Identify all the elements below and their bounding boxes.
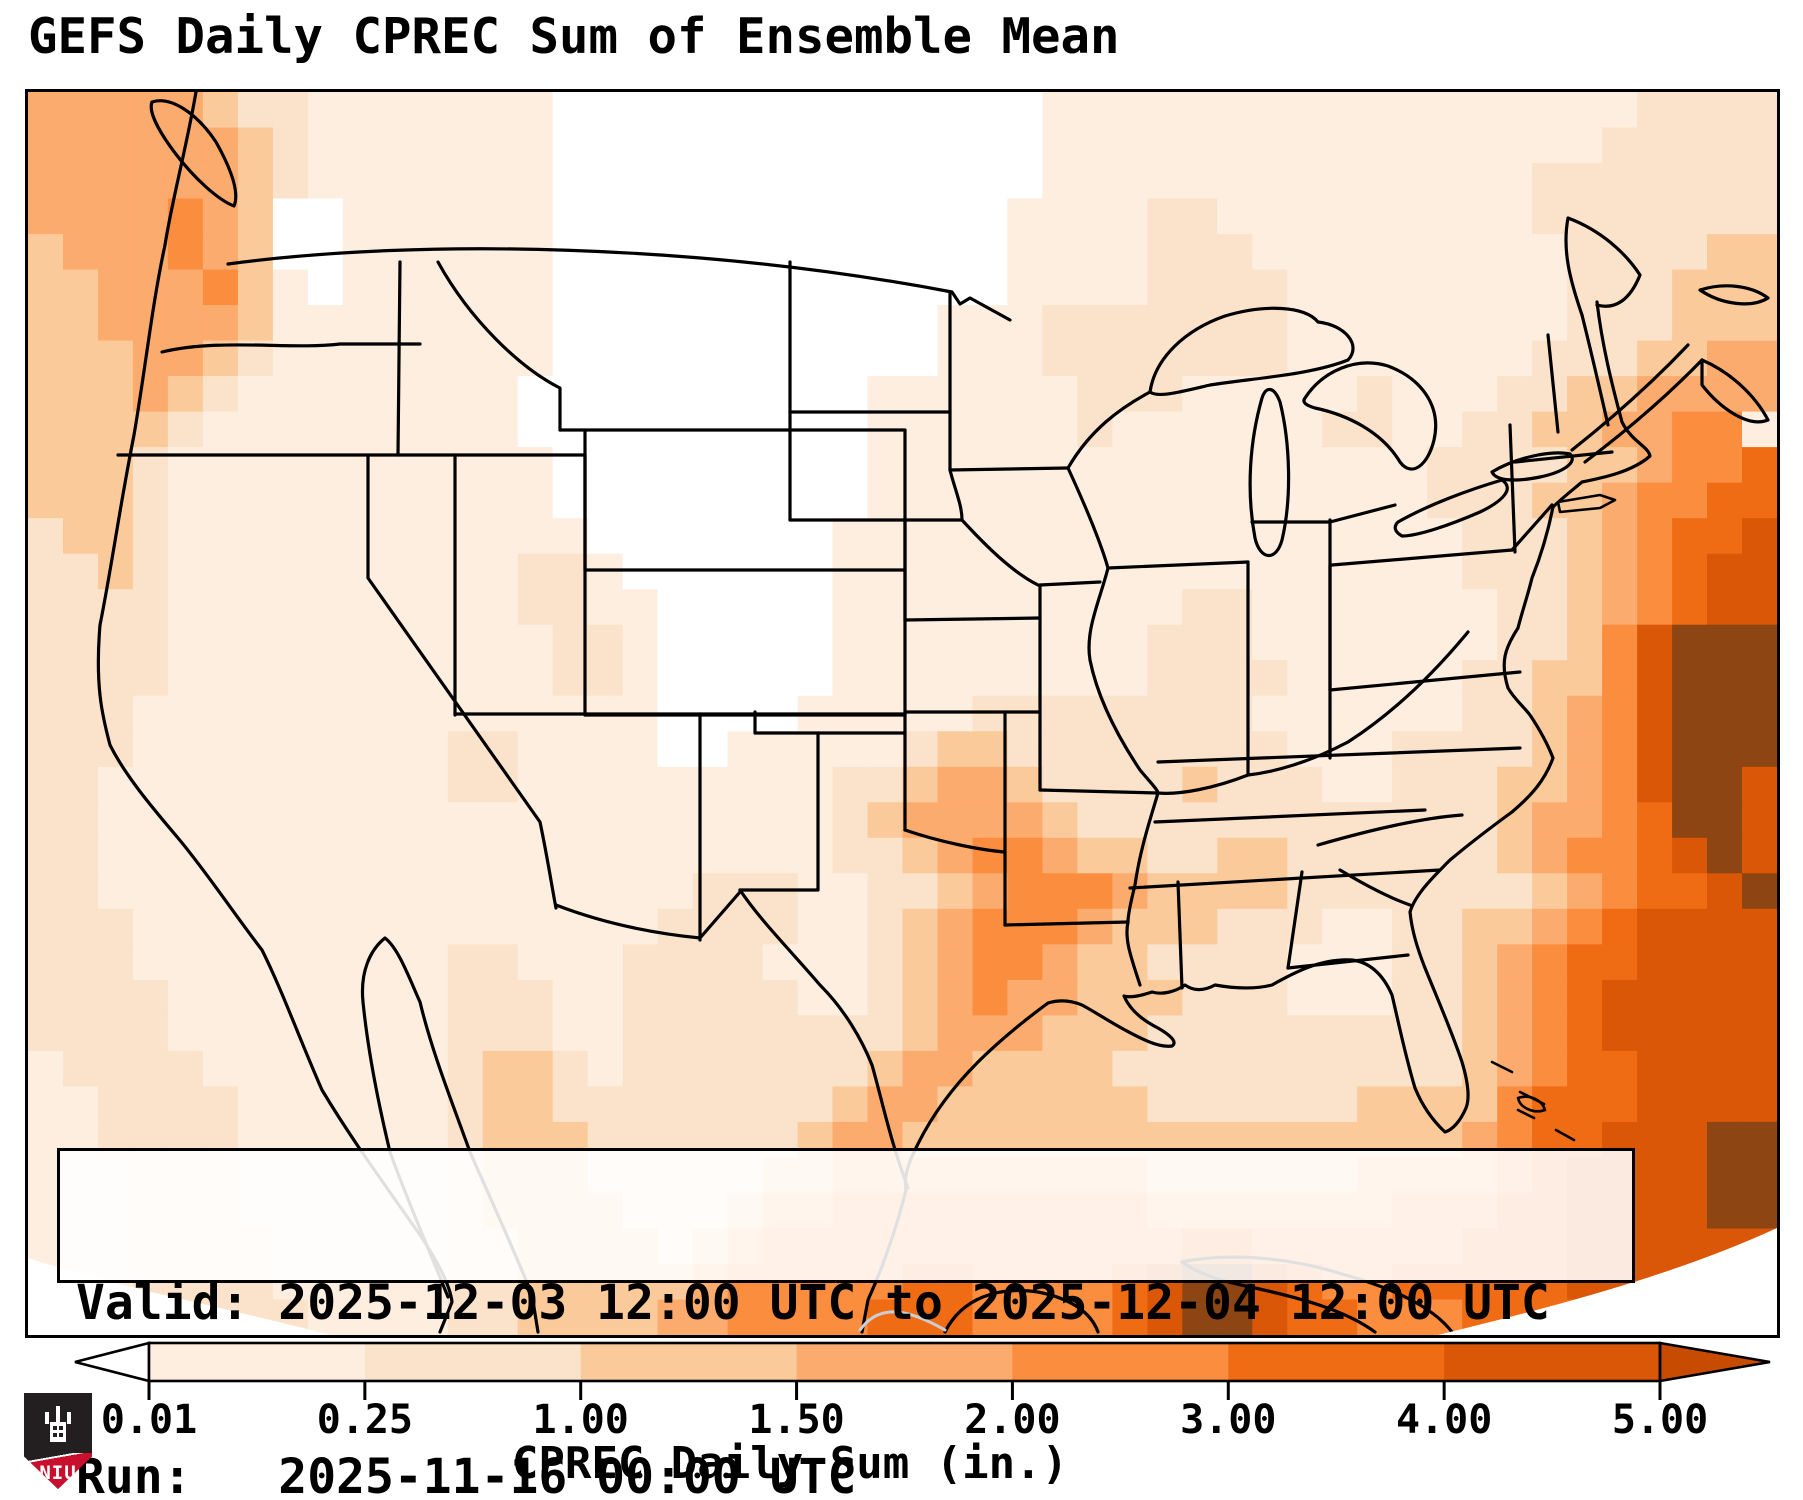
niu-wordmark: NIU — [24, 1452, 92, 1489]
ia-mo-border — [1038, 580, 1102, 587]
ny-east-border — [1508, 423, 1517, 554]
lake-ontario — [1490, 451, 1574, 482]
lake-michigan — [1248, 387, 1291, 558]
nh-me-border — [1580, 313, 1610, 427]
state-boundaries — [96, 92, 1770, 1334]
rio-grande — [738, 888, 910, 1190]
va-nc-border — [1156, 746, 1522, 764]
mexico-border — [554, 890, 742, 940]
canada-border — [226, 247, 1012, 322]
lake-huron — [1302, 361, 1438, 471]
colorbar-label: CPREC Daily Sum (in.) — [511, 1438, 1069, 1489]
ok-panhandle — [753, 710, 907, 735]
colorbar-tick-label: 5.00 — [1612, 1397, 1708, 1443]
map-canvas — [28, 92, 1777, 1335]
niu-shield: NIU — [24, 1393, 92, 1489]
nc-sc-border — [1316, 813, 1464, 847]
mt-id-border — [436, 260, 562, 432]
ky-tn-border — [1153, 808, 1427, 824]
ar-la-border — [1003, 920, 1130, 927]
great-lakes — [1148, 306, 1574, 558]
wi-il-border — [1106, 560, 1250, 570]
niu-logo: NIU — [24, 1393, 92, 1489]
vt-nh-border — [1546, 333, 1560, 434]
pacific-coastline — [96, 92, 454, 1334]
sc-ga-border — [1338, 868, 1412, 907]
info-box: Valid: 2025-12-03 12:00 UTC to 2025-12-0… — [57, 1148, 1635, 1500]
precip-map — [25, 89, 1780, 1338]
precip-grid — [28, 92, 1777, 1335]
vancouver-island — [149, 99, 238, 208]
yucatan-coast — [943, 1288, 1100, 1334]
ca-nv-border — [366, 453, 558, 910]
tower-icon — [24, 1393, 92, 1455]
projection-wedge-left — [28, 1258, 330, 1335]
valid-time: Valid: 2025-12-03 12:00 UTC to 2025-12-0… — [76, 1275, 1550, 1331]
al-ga-border — [1286, 870, 1304, 970]
page-title: GEFS Daily CPREC Sum of Ensemble Mean — [28, 8, 1120, 65]
st-lawrence-river — [1570, 343, 1704, 464]
sd-ne-border — [788, 518, 1040, 587]
wa-or-border — [160, 342, 422, 354]
tn-south-border — [1128, 868, 1442, 890]
red-river — [903, 828, 1007, 854]
lake-erie — [1393, 478, 1509, 538]
nm-tx-border — [738, 731, 820, 892]
long-island — [1556, 493, 1617, 514]
yucatan-gray-line — [858, 1310, 947, 1332]
projection-wedge-right — [1438, 1228, 1777, 1335]
ny-nj-border — [1510, 503, 1554, 552]
ne-ks-border — [903, 616, 1042, 622]
bahamas-islands — [1490, 1060, 1576, 1142]
upper-mississippi — [1066, 390, 1152, 470]
ohio-river — [1156, 630, 1470, 795]
ms-al-border — [1176, 880, 1184, 990]
ar-mo-border — [1038, 788, 1160, 795]
atlantic-gulf-coastline — [860, 300, 1652, 1334]
colorbar-over-arrow — [1658, 1341, 1771, 1383]
anticosti-island — [1698, 284, 1770, 306]
run-time: Run: 2025-11-16 00:00 UTC — [76, 1449, 857, 1500]
mi-south-border — [1250, 503, 1397, 524]
lake-superior — [1148, 306, 1355, 397]
nova-scotia — [1700, 358, 1770, 424]
pa-ny-border — [1330, 548, 1514, 567]
pa-south-border — [1328, 670, 1522, 692]
mn-ia-border — [948, 466, 1070, 472]
me-north-border — [1564, 216, 1642, 317]
id-west-border — [396, 260, 402, 457]
